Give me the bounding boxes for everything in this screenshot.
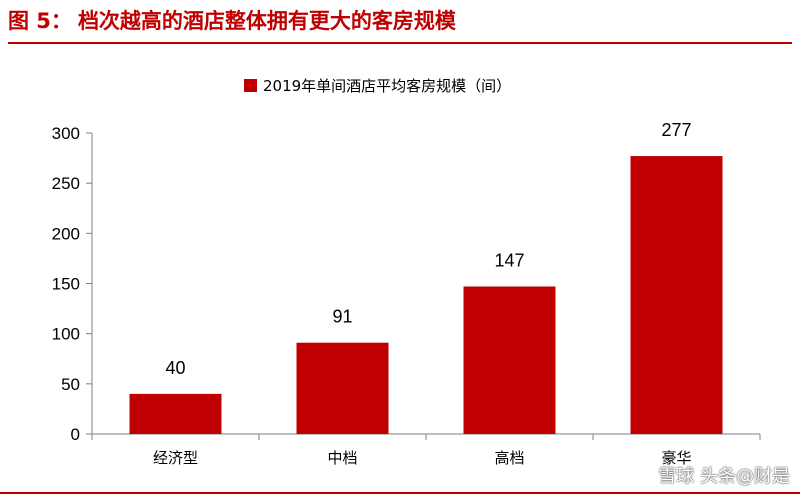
y-tick-label: 0 (71, 425, 80, 444)
data-label: 40 (165, 358, 185, 378)
category-label: 高档 (494, 449, 524, 467)
bar (463, 286, 556, 434)
category-label: 中档 (327, 449, 357, 467)
y-tick-label: 250 (52, 174, 80, 193)
title-rule (8, 42, 792, 44)
bar (129, 393, 222, 434)
figure-title: 图 5： 档次越高的酒店整体拥有更大的客房规模 (8, 4, 456, 38)
y-tick-label: 150 (52, 275, 80, 294)
category-label: 豪华 (661, 449, 691, 467)
bar (296, 342, 389, 434)
legend-label: 2019年单间酒店平均客房规模（间） (263, 77, 511, 95)
legend-swatch (244, 79, 257, 92)
data-label: 91 (332, 307, 352, 327)
bar (630, 156, 723, 434)
y-tick-label: 300 (52, 124, 80, 143)
data-label: 277 (661, 120, 691, 140)
watermark: 雪球 头条@财是 (658, 466, 790, 487)
y-tick-label: 100 (52, 325, 80, 344)
category-label: 经济型 (153, 449, 198, 467)
y-tick-label: 50 (61, 375, 80, 394)
figure-label: 图 5： (8, 9, 72, 33)
bottom-rule (0, 492, 800, 494)
y-tick-label: 200 (52, 224, 80, 243)
figure-title-text: 档次越高的酒店整体拥有更大的客房规模 (77, 9, 456, 33)
data-label: 147 (494, 251, 524, 271)
